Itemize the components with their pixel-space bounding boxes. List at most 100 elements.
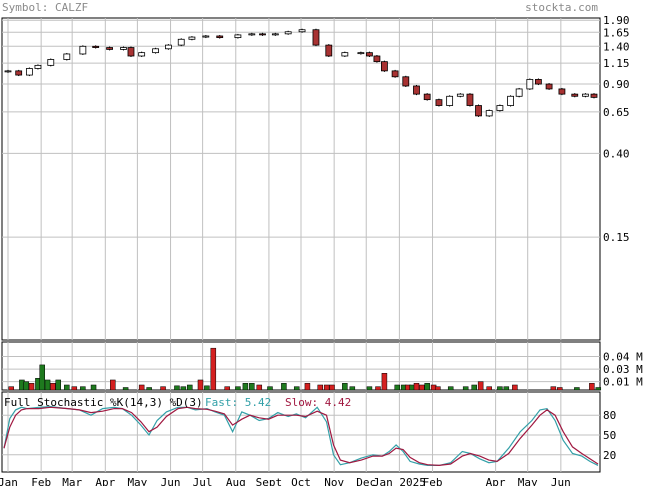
volume-bar bbox=[419, 384, 425, 391]
month-label: Apr bbox=[95, 476, 115, 486]
stochastic-tick-label: 20 bbox=[603, 449, 616, 462]
month-label: Jul bbox=[193, 476, 213, 486]
volume-bar bbox=[293, 386, 300, 391]
price-candle bbox=[366, 52, 373, 57]
price-tick-label: 1.65 bbox=[603, 26, 630, 39]
stochastic-tick-label: 50 bbox=[603, 429, 616, 442]
month-label: Jan bbox=[0, 476, 18, 486]
volume-bar bbox=[329, 384, 335, 391]
month-label: Apr bbox=[486, 476, 506, 486]
volume-bar bbox=[180, 386, 187, 391]
month-label: Sept bbox=[256, 476, 283, 486]
price-candle bbox=[413, 85, 420, 95]
volume-bar bbox=[160, 386, 166, 391]
price-candle bbox=[34, 64, 42, 69]
price-candle bbox=[475, 105, 482, 117]
volume-bar bbox=[256, 384, 263, 391]
volume-bar bbox=[375, 386, 381, 391]
volume-bar bbox=[110, 379, 116, 391]
volume-bar bbox=[394, 384, 400, 391]
date-axis: Jan Feb Mar Apr May Jun Jul Aug Sept Oct Nov DecJan… bbox=[0, 476, 571, 486]
price-candle bbox=[4, 70, 12, 73]
volume-bar bbox=[366, 386, 373, 391]
volume-bar bbox=[90, 384, 97, 391]
volume-tick-label: 0.04 M bbox=[603, 351, 643, 364]
volume-bar bbox=[197, 379, 204, 391]
price-candle bbox=[526, 79, 534, 90]
month-label: Nov bbox=[324, 476, 344, 486]
price-candle bbox=[79, 45, 87, 55]
volume-bar bbox=[462, 386, 469, 391]
volume-bar bbox=[486, 386, 492, 391]
volume-tick-label: 0.03 M bbox=[603, 363, 643, 376]
volume-bar bbox=[64, 384, 70, 391]
volume-bar bbox=[349, 386, 356, 391]
price-candle bbox=[423, 93, 431, 101]
price-candle bbox=[188, 36, 196, 40]
volume-bar bbox=[595, 387, 602, 391]
price-candle bbox=[435, 99, 443, 106]
month-label: Aug bbox=[226, 476, 246, 486]
volume-bar bbox=[281, 383, 287, 391]
price-tick-label: 1.90 bbox=[603, 14, 630, 27]
price-candle bbox=[202, 35, 210, 38]
price-candle bbox=[271, 33, 279, 36]
volume-bar bbox=[204, 385, 210, 391]
volume-bar bbox=[424, 383, 430, 391]
price-candle bbox=[558, 88, 566, 95]
volume-bar bbox=[413, 383, 420, 391]
price-candle bbox=[515, 88, 523, 97]
price-candle bbox=[106, 47, 113, 50]
price-candle bbox=[341, 52, 349, 57]
price-tick-label: 1.40 bbox=[603, 40, 630, 53]
price-panel: 1.901.651.40 1.15 0.90 0.65 0.40 0.15 bbox=[1, 14, 630, 341]
volume-bar bbox=[187, 384, 193, 391]
price-tick-label: 0.65 bbox=[603, 106, 630, 119]
fast-value-label: Fast: 5.42 bbox=[205, 396, 271, 409]
site-name: stockta.com bbox=[525, 1, 598, 14]
volume-bar bbox=[267, 386, 273, 391]
price-candle bbox=[138, 52, 146, 57]
volume-bar bbox=[224, 386, 230, 391]
volume-bar bbox=[138, 384, 145, 391]
stochastic-panel: 80 50 20 bbox=[1, 391, 616, 473]
stochastic-tick-label: 80 bbox=[603, 409, 616, 422]
month-label: May bbox=[518, 476, 538, 486]
volume-bar bbox=[174, 385, 180, 391]
symbol-label: Symbol: CALZF bbox=[2, 1, 88, 14]
price-candle bbox=[47, 59, 55, 66]
price-candle bbox=[127, 47, 135, 57]
price-candle bbox=[152, 48, 159, 54]
volume-bar bbox=[574, 387, 580, 391]
price-candle bbox=[177, 38, 185, 46]
volume-bar bbox=[497, 386, 503, 391]
price-candle bbox=[485, 110, 493, 117]
volume-bar bbox=[210, 347, 217, 391]
price-candle bbox=[373, 55, 381, 63]
price-candle bbox=[25, 68, 33, 76]
price-candle bbox=[92, 45, 100, 48]
volume-bar bbox=[342, 383, 348, 391]
price-candle bbox=[582, 93, 589, 97]
month-label: Jan 2025 bbox=[373, 476, 426, 486]
volume-bar bbox=[512, 384, 518, 391]
price-candle bbox=[216, 35, 224, 39]
volume-bar bbox=[471, 384, 477, 391]
volume-bar bbox=[235, 386, 241, 391]
price-candle bbox=[357, 52, 365, 55]
volume-bar bbox=[589, 383, 595, 391]
price-candle bbox=[63, 53, 71, 60]
slow-value-label: Slow: 4.42 bbox=[285, 396, 351, 409]
volume-bar bbox=[8, 386, 14, 391]
price-candle bbox=[590, 93, 598, 98]
volume-bar bbox=[80, 386, 86, 391]
stochastic-title: Full Stochastic %K(14,3) %D(3) bbox=[4, 396, 203, 409]
volume-bar bbox=[71, 386, 78, 391]
volume-bar bbox=[381, 373, 388, 391]
price-candle bbox=[571, 93, 579, 97]
price-candle bbox=[120, 47, 127, 50]
stochastic-legend: Full Stochastic %K(14,3) %D(3) Fast: 5.4… bbox=[4, 396, 351, 409]
price-candle bbox=[15, 70, 23, 76]
price-candle bbox=[234, 34, 242, 39]
